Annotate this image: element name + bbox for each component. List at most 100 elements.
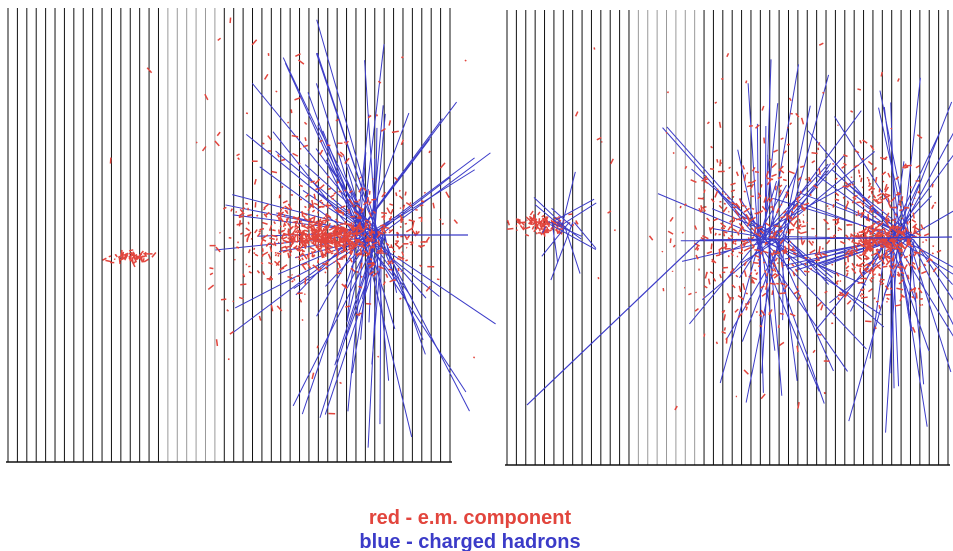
em-hit (145, 252, 146, 254)
em-hit (892, 258, 893, 261)
em-hit (771, 231, 772, 233)
em-hit (359, 228, 361, 229)
em-hit (704, 181, 708, 183)
em-hit (900, 269, 901, 270)
em-hit (877, 221, 881, 222)
em-hit (371, 229, 372, 235)
em-hit (810, 269, 812, 270)
em-hit (530, 218, 537, 219)
em-hit (122, 256, 123, 257)
em-hit (792, 264, 794, 266)
em-hit (844, 163, 847, 165)
em-hit (240, 233, 242, 234)
em-hit (861, 297, 868, 298)
em-hit (902, 218, 903, 219)
em-hit (738, 232, 739, 236)
em-hit (343, 249, 344, 251)
em-hit (790, 222, 795, 227)
em-hit (787, 127, 788, 128)
em-hit (868, 214, 869, 220)
em-hit (297, 240, 299, 242)
em-hit (355, 236, 356, 238)
em-hit (799, 219, 800, 223)
em-hit (328, 188, 331, 189)
em-hit (878, 250, 880, 251)
em-hit (907, 222, 908, 225)
em-hit (426, 237, 429, 242)
em-hit (315, 221, 318, 223)
em-hit (800, 232, 806, 234)
em-hit (217, 339, 218, 346)
em-hit (911, 232, 912, 234)
em-hit (874, 167, 877, 170)
em-hit (861, 212, 865, 213)
em-hit (755, 270, 756, 272)
em-hit (321, 231, 322, 234)
em-hit (271, 171, 277, 172)
em-hit (333, 227, 334, 228)
em-hit (537, 227, 540, 230)
em-hit (707, 218, 710, 221)
em-hit (293, 236, 294, 239)
em-hit (281, 209, 282, 211)
em-hit (842, 166, 845, 168)
em-hit (919, 305, 921, 306)
em-hit (287, 277, 292, 278)
em-hit (286, 218, 287, 220)
em-hit (283, 240, 289, 242)
em-hit (334, 262, 335, 263)
em-hit (717, 159, 718, 162)
em-hit (290, 253, 291, 256)
hadron-track (888, 134, 939, 242)
em-hit (549, 223, 550, 227)
em-hit (746, 293, 748, 294)
em-hit (276, 91, 278, 92)
em-hit (356, 243, 357, 246)
em-hit (315, 179, 320, 184)
em-hit (264, 204, 269, 208)
em-hit (803, 215, 804, 216)
em-hit (909, 221, 910, 222)
em-hit (293, 216, 294, 219)
em-hit (281, 231, 283, 232)
em-hit (318, 244, 319, 247)
em-hit (896, 177, 899, 180)
em-hit (292, 136, 298, 137)
em-hit (541, 233, 542, 235)
em-hit (295, 225, 296, 228)
em-hit (888, 173, 890, 177)
em-hit (298, 224, 299, 225)
em-hit (754, 250, 760, 251)
em-hit (302, 215, 305, 217)
em-hit (904, 234, 905, 236)
em-hit (731, 223, 732, 228)
em-hit (895, 221, 896, 223)
em-hit (852, 235, 854, 236)
em-hit (262, 143, 264, 144)
em-hit (810, 250, 816, 253)
em-hit (738, 295, 744, 299)
em-hit (850, 235, 851, 237)
em-hit (774, 268, 776, 272)
em-hit (845, 182, 847, 185)
em-hit (381, 213, 387, 214)
hadron-track (808, 131, 896, 236)
em-hit (670, 217, 673, 221)
em-hit (876, 249, 877, 252)
em-hit (879, 275, 881, 276)
em-hit (871, 278, 873, 279)
em-hit (708, 253, 709, 254)
em-hit (249, 249, 250, 253)
em-hit (446, 192, 449, 198)
em-hit (851, 111, 853, 112)
em-hit (529, 216, 531, 218)
em-hit (764, 138, 765, 144)
em-hit (325, 272, 326, 273)
em-hit (395, 242, 398, 244)
em-hit (797, 346, 798, 352)
em-hit (812, 153, 818, 154)
em-hit (896, 232, 903, 233)
em-hit (876, 301, 879, 302)
em-hit (299, 244, 301, 247)
em-hit (275, 242, 276, 246)
